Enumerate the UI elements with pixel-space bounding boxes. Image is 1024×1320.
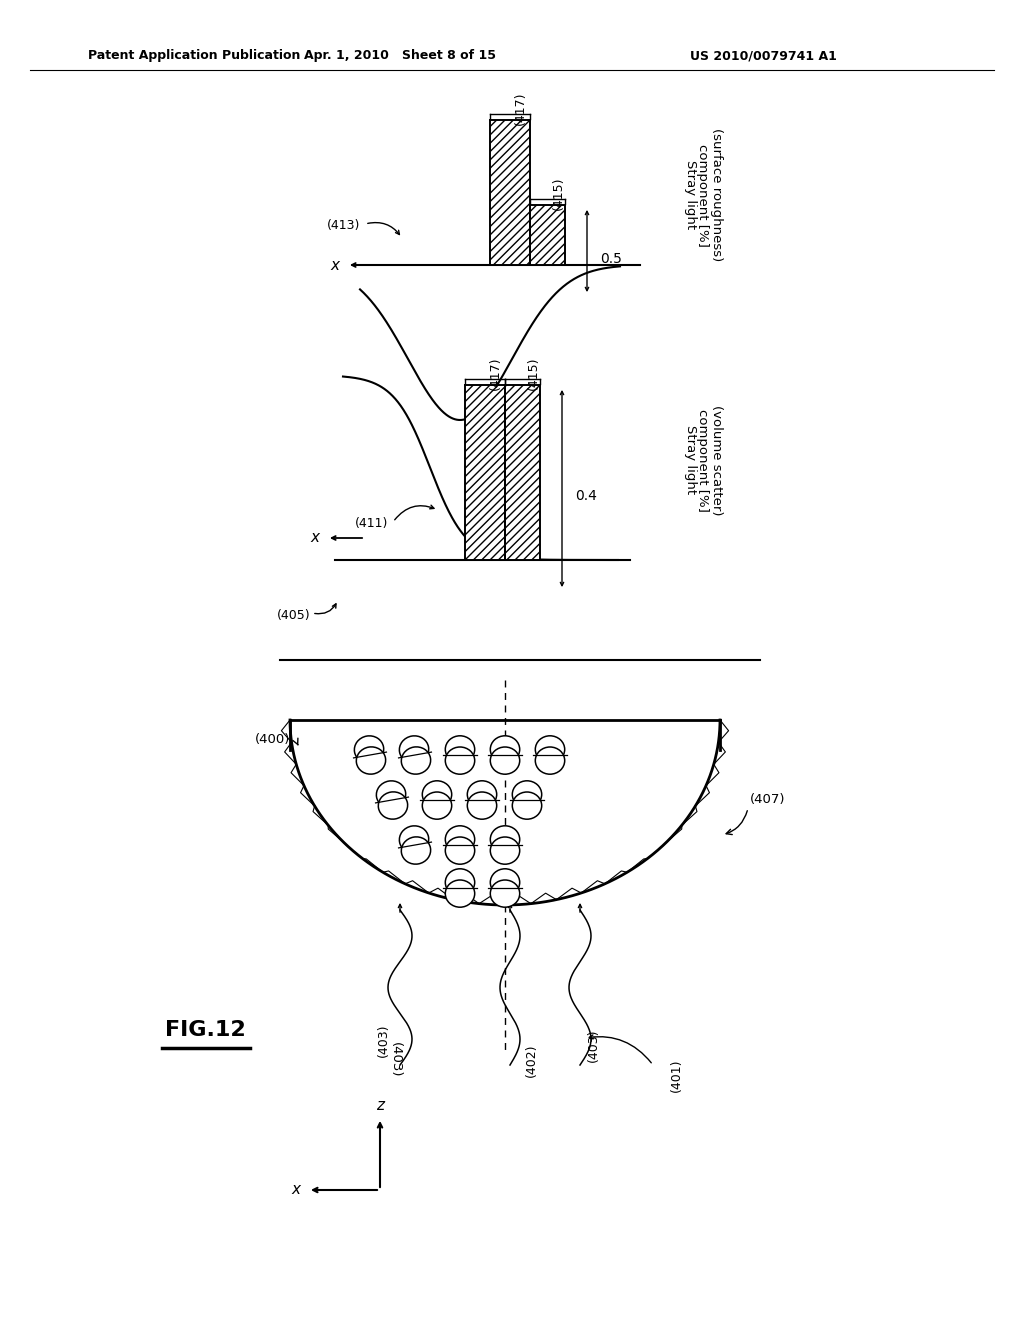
Ellipse shape — [401, 747, 431, 774]
Text: x: x — [292, 1183, 300, 1197]
Ellipse shape — [378, 792, 408, 820]
Text: US 2010/0079741 A1: US 2010/0079741 A1 — [690, 49, 837, 62]
Text: Stray light: Stray light — [683, 425, 696, 495]
Text: (403): (403) — [587, 1028, 600, 1061]
Ellipse shape — [490, 869, 520, 896]
Text: z: z — [376, 1098, 384, 1114]
Text: component [%]: component [%] — [696, 144, 710, 247]
Text: (417): (417) — [489, 356, 502, 389]
Text: Patent Application Publication: Patent Application Publication — [88, 49, 300, 62]
Ellipse shape — [445, 837, 475, 865]
Ellipse shape — [445, 735, 475, 763]
Ellipse shape — [445, 826, 475, 853]
Text: (411): (411) — [354, 517, 388, 531]
Ellipse shape — [445, 869, 475, 896]
Ellipse shape — [401, 837, 431, 865]
Bar — [490, 120, 530, 265]
Text: (volume scatter): (volume scatter) — [710, 405, 723, 515]
Text: component [%]: component [%] — [696, 409, 710, 511]
Text: x: x — [331, 257, 340, 272]
Ellipse shape — [490, 837, 520, 865]
Ellipse shape — [467, 792, 497, 820]
Ellipse shape — [467, 781, 497, 808]
Ellipse shape — [536, 735, 564, 763]
Text: (417): (417) — [514, 91, 527, 125]
Text: (407): (407) — [750, 793, 785, 807]
Text: (403): (403) — [388, 1043, 401, 1077]
Ellipse shape — [490, 735, 520, 763]
Ellipse shape — [490, 747, 520, 775]
Text: (surface roughness): (surface roughness) — [710, 128, 723, 261]
Ellipse shape — [356, 747, 386, 774]
Text: Apr. 1, 2010   Sheet 8 of 15: Apr. 1, 2010 Sheet 8 of 15 — [304, 49, 496, 62]
Ellipse shape — [445, 747, 475, 775]
Text: 0.5: 0.5 — [600, 252, 622, 267]
Text: (405): (405) — [276, 609, 310, 622]
Ellipse shape — [512, 781, 542, 808]
Ellipse shape — [490, 826, 520, 853]
Text: (413): (413) — [327, 219, 360, 232]
Text: (415): (415) — [526, 356, 540, 389]
Ellipse shape — [490, 880, 520, 907]
Ellipse shape — [399, 826, 429, 853]
Bar — [465, 385, 505, 560]
Ellipse shape — [422, 781, 452, 808]
Text: x: x — [310, 531, 319, 545]
Ellipse shape — [512, 792, 542, 820]
Text: (401): (401) — [670, 1059, 683, 1092]
Text: (415): (415) — [552, 177, 564, 210]
Ellipse shape — [399, 735, 429, 763]
Bar — [530, 205, 565, 265]
Ellipse shape — [354, 735, 384, 763]
Text: (402): (402) — [525, 1043, 538, 1077]
Ellipse shape — [536, 747, 564, 775]
Ellipse shape — [377, 781, 406, 808]
Ellipse shape — [445, 880, 475, 907]
Ellipse shape — [422, 792, 452, 820]
Text: (403): (403) — [377, 1023, 390, 1057]
Text: Stray light: Stray light — [683, 161, 696, 230]
Text: 0.4: 0.4 — [575, 490, 597, 503]
Text: FIG.12: FIG.12 — [165, 1020, 246, 1040]
Text: (400): (400) — [255, 734, 290, 747]
Bar — [505, 385, 540, 560]
